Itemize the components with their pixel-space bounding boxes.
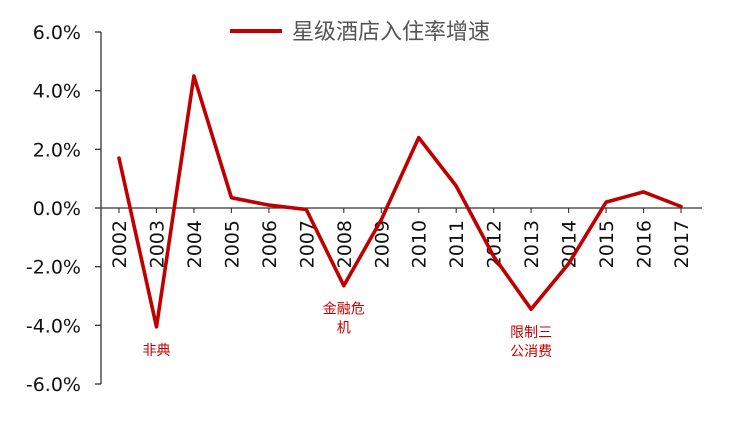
x-tick-label: 2002: [109, 220, 131, 268]
x-tick-label: 2004: [184, 220, 206, 268]
x-tick-label: 2017: [671, 220, 693, 268]
legend-label: 星级酒店入住率增速: [292, 20, 490, 45]
x-tick-label: 2012: [484, 220, 506, 268]
annotation-label: 公消费: [510, 344, 552, 360]
x-tick-label: 2013: [521, 220, 543, 268]
y-axis: 6.0% 4.0% 2.0% 0.0% -2.0% -4.0% -6.0%: [26, 22, 102, 396]
x-tick-label: 2010: [409, 220, 431, 268]
y-tick-label: 6.0%: [33, 22, 81, 44]
y-tick-label: -6.0%: [26, 374, 81, 396]
y-tick-label: -2.0%: [26, 257, 81, 279]
x-tick-label: 2015: [596, 220, 618, 268]
annotation-label: 机: [337, 321, 351, 337]
legend: 星级酒店入住率增速: [230, 20, 490, 45]
x-tick-label: 2011: [446, 220, 468, 268]
y-tick-label: 2.0%: [33, 139, 81, 161]
x-axis: 2002 2003 2004 2005 2006 2007 2008 2009 2010 2011…: [101, 207, 702, 268]
annotation-label: 金融危: [323, 302, 365, 318]
x-tick-label: 2006: [259, 220, 281, 268]
y-tick-label: 0.0%: [33, 198, 81, 220]
x-tick-label: 2007: [296, 220, 318, 268]
x-tick-label: 2009: [371, 220, 393, 268]
x-tick-label: 2005: [221, 220, 243, 268]
series-layer: [117, 74, 683, 329]
y-tick-label: -4.0%: [26, 315, 81, 337]
x-tick-label: 2003: [146, 220, 168, 268]
x-tick-label: 2008: [334, 220, 356, 268]
annotation-label: 非典: [142, 343, 170, 359]
annotation-label: 限制三: [510, 325, 552, 341]
x-tick-label: 2016: [634, 220, 656, 268]
series-line: [117, 74, 683, 329]
y-tick-label: 4.0%: [33, 81, 81, 103]
